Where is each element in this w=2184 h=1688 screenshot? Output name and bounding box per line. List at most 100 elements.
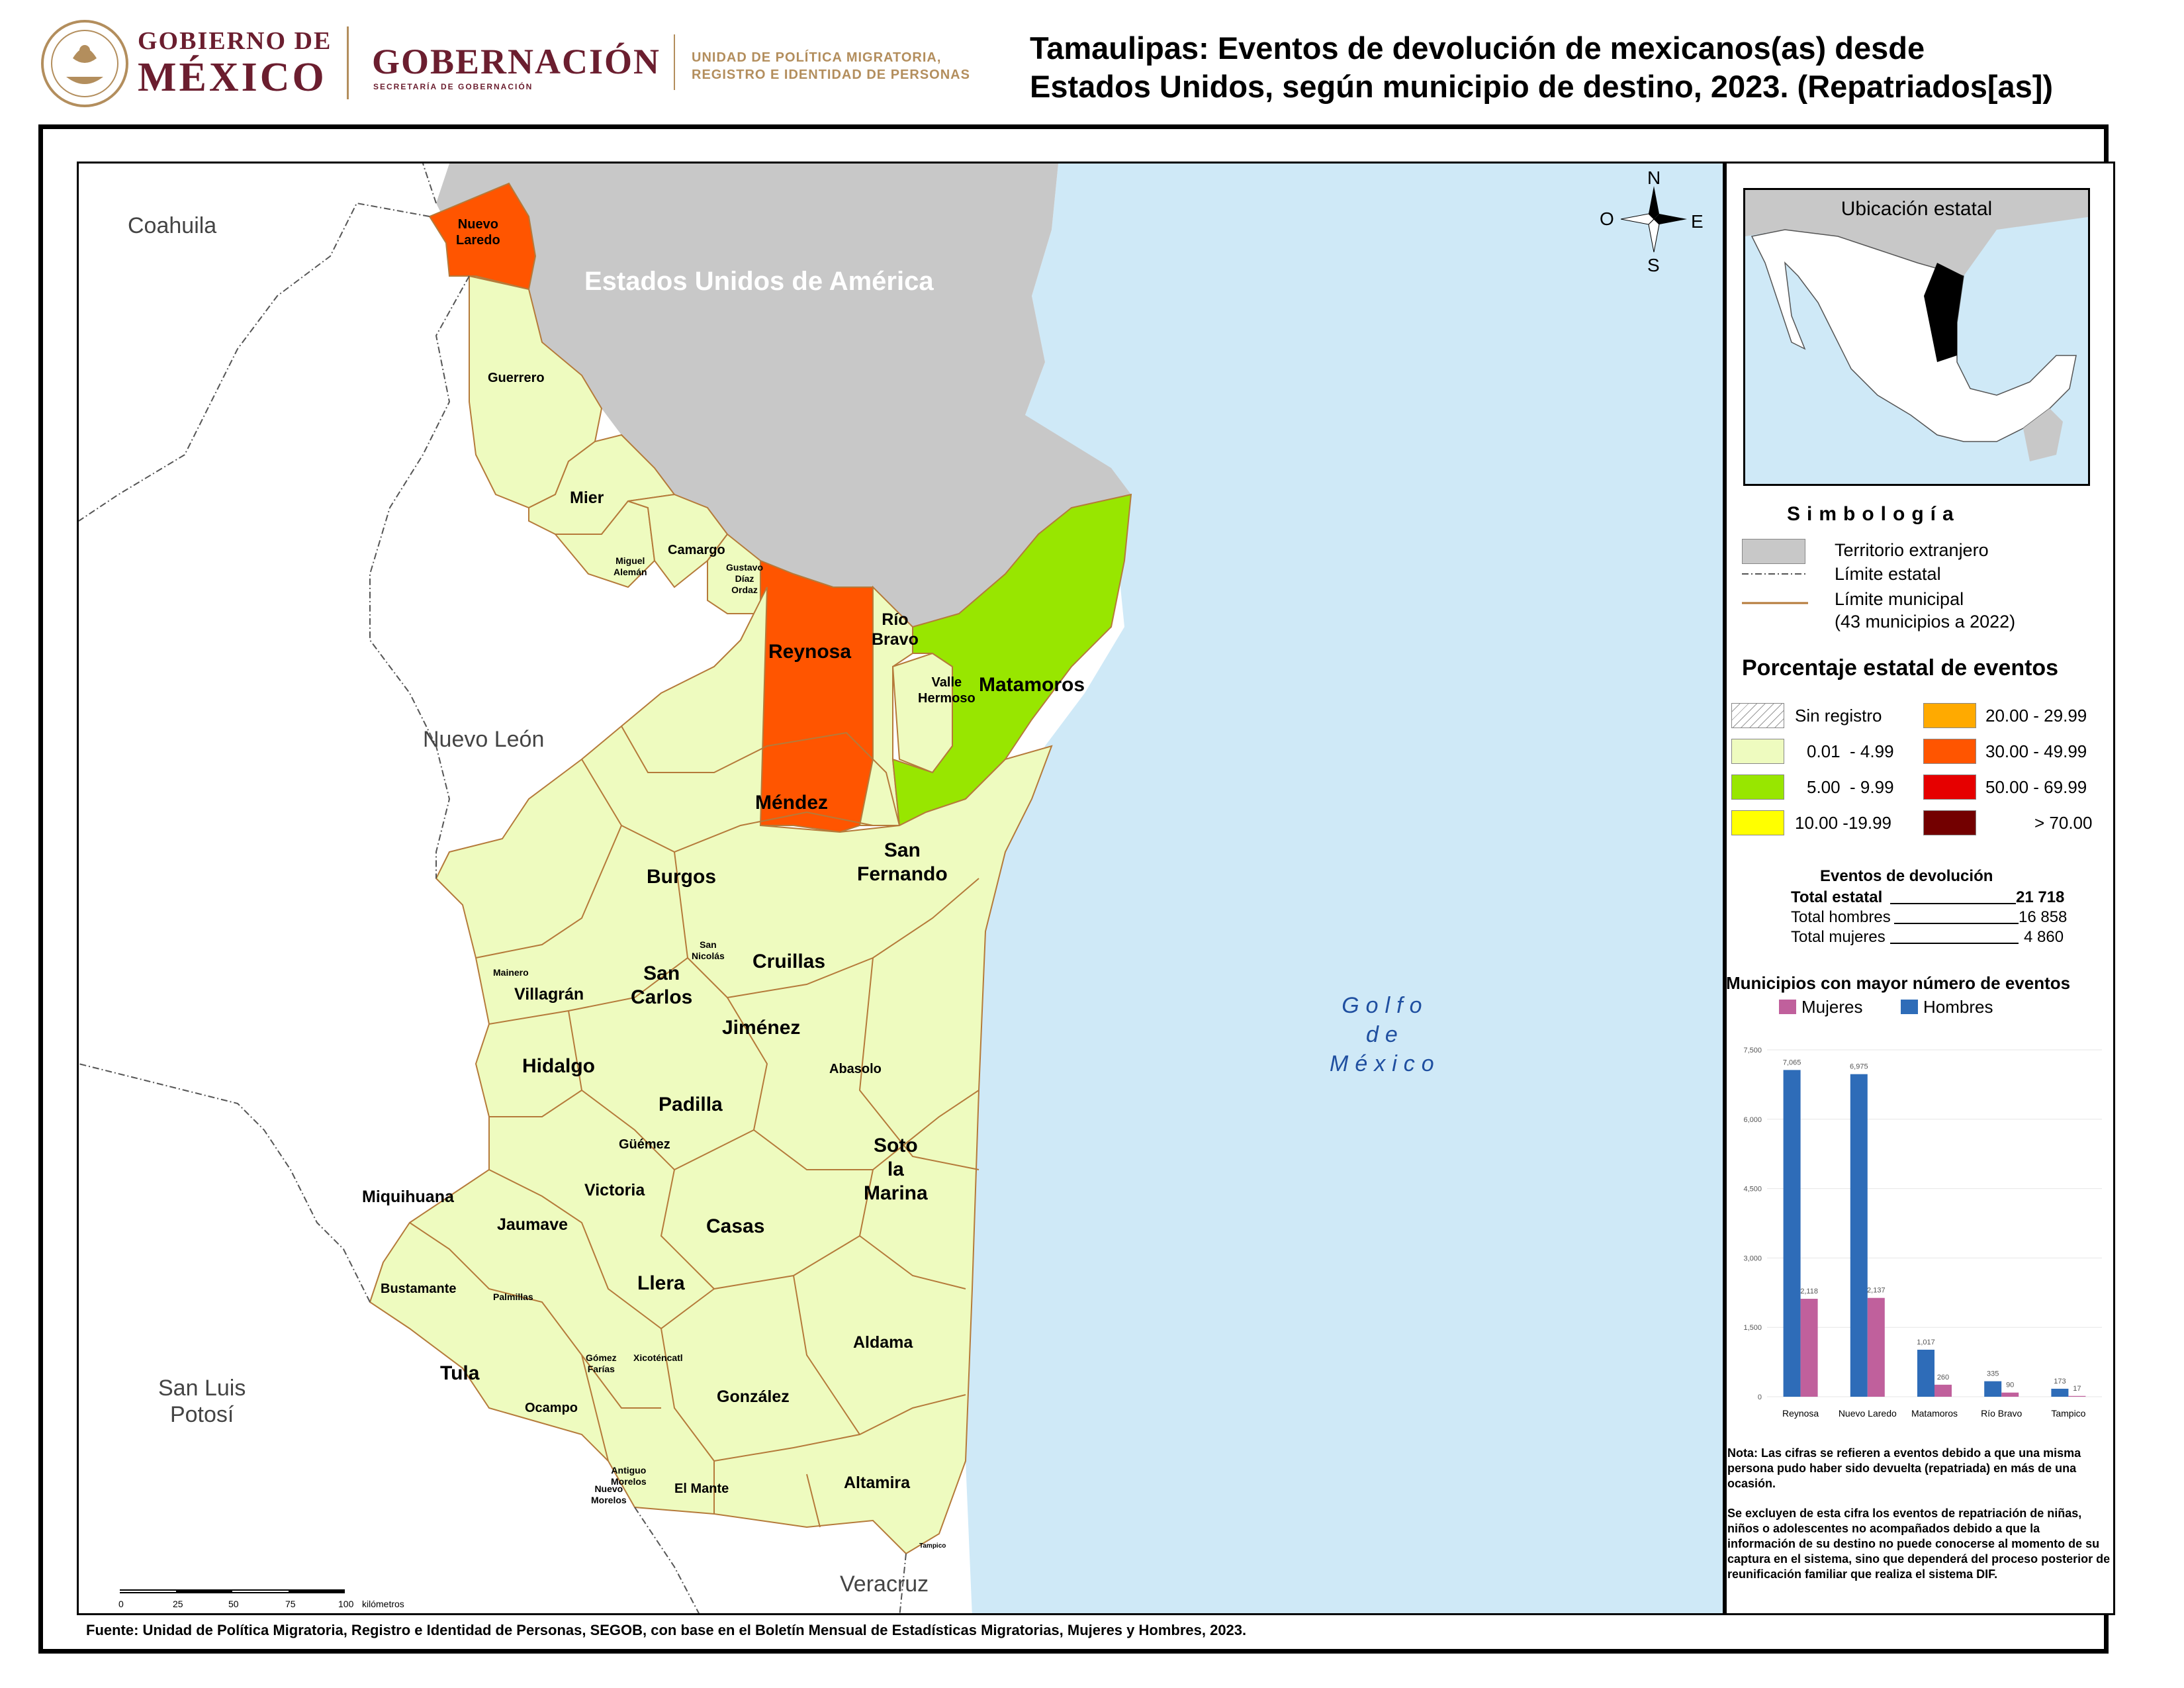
dependency-name: GOBERNACIÓN <box>372 42 661 81</box>
unit-name-line1: UNIDAD DE POLÍTICA MIGRATORIA, <box>692 50 942 65</box>
page-title: Tamaulipas: Eventos de devolución de mex… <box>1030 29 2053 106</box>
golfo-line3: México <box>1330 1051 1441 1076</box>
state-label-coahuila: Coahuila <box>128 213 217 238</box>
label-palmillas: Palmillas <box>493 1291 533 1302</box>
swatch-30-50 <box>1923 739 1976 764</box>
label-30-50: 30.00 - 49.99 <box>1985 741 2087 761</box>
legend-state-line-icon <box>1742 573 1808 575</box>
legend-swatch-hombres <box>1901 1000 1918 1014</box>
y-tick-label: 3,000 <box>1743 1254 1762 1262</box>
logo-mexico-text: MÉXICO <box>138 55 327 100</box>
swatch-sin-registro <box>1731 703 1784 728</box>
label-guerrero: Guerrero <box>488 371 545 385</box>
label-san-nicolas: San Nicolás <box>692 939 725 961</box>
total-mujeres-label: Total mujeres <box>1791 928 1886 946</box>
golfo-line2: de <box>1365 1022 1404 1047</box>
label-llera: Llera <box>637 1272 685 1294</box>
label-xicotencatl: Xicoténcatl <box>633 1352 683 1363</box>
label-70: > 70.00 <box>2034 813 2093 833</box>
label-gonzalez: González <box>717 1387 790 1406</box>
bar-mujeres <box>1934 1384 1952 1397</box>
legend-label-hombres: Hombres <box>1923 997 1993 1017</box>
inset-title: Ubicación estatal <box>1841 198 1993 220</box>
location-inset-map: Ubicación estatal <box>1743 188 2090 486</box>
swatch-5-10 <box>1731 774 1784 800</box>
label-rio-bravo: Río Bravo <box>872 610 919 649</box>
notes: Nota: Las cifras se refieren a eventos d… <box>1727 1446 2111 1582</box>
source-footer: Fuente: Unidad de Política Migratoria, R… <box>86 1622 1247 1638</box>
header-divider <box>674 34 675 90</box>
compass-s: S <box>1647 255 1660 275</box>
inset-guatemala <box>2023 408 2063 461</box>
y-tick-label: 7,500 <box>1743 1047 1762 1055</box>
data-label-mujeres: 90 <box>2006 1382 2014 1389</box>
y-tick-label: 4,500 <box>1743 1186 1762 1194</box>
label-tampico: Tampico <box>919 1542 946 1550</box>
label-5-10: 5.00 - 9.99 <box>1807 777 1894 797</box>
label-50-70: 50.00 - 69.99 <box>1985 777 2087 797</box>
total-hombres-leader <box>1894 923 2019 924</box>
unit-name-line2: REGISTRO E IDENTIDAD DE PERSONAS <box>692 68 970 82</box>
scale-tick-75: 75 <box>285 1599 296 1609</box>
data-label-hombres: 335 <box>1987 1370 1999 1378</box>
chart-title: Municipios con mayor número de eventos <box>1726 973 2071 993</box>
label-san-fernando: San Fernando <box>857 839 948 885</box>
legend-label-mujeres: Mujeres <box>1801 997 1862 1017</box>
bar-chart: Mujeres Hombres 0 1,500 3,000 4,500 6,000 7,500… <box>1743 997 2102 1419</box>
total-mujeres-value: 4 860 <box>2024 928 2064 946</box>
muni-valle-hermoso <box>891 652 953 774</box>
total-estatal-value: 21 718 <box>2016 888 2065 906</box>
scale-tick-50: 50 <box>228 1599 239 1609</box>
swatch-70 <box>1923 810 1976 835</box>
header-divider <box>347 26 349 99</box>
compass-o: O <box>1600 209 1614 229</box>
label-nuevo-laredo: Nuevo Laredo <box>456 217 500 248</box>
title-line1: Tamaulipas: Eventos de devolución de mex… <box>1030 30 1925 66</box>
government-seal-icon <box>41 20 128 107</box>
label-jimenez: Jiménez <box>722 1017 801 1039</box>
inset-usa <box>1745 190 2088 276</box>
bar-hombres <box>1984 1381 2002 1397</box>
label-cruillas: Cruillas <box>752 951 826 972</box>
label-villagran: Villagrán <box>514 985 584 1004</box>
label-camargo: Camargo <box>668 543 725 557</box>
legend-title: Simbología <box>1787 503 1960 525</box>
label-soto-la-marina: Soto la Marina <box>864 1135 928 1204</box>
x-tick-label: Nuevo Laredo <box>1839 1408 1897 1419</box>
unit-name: UNIDAD DE POLÍTICA MIGRATORIA, REGISTRO … <box>692 49 970 83</box>
state-label-san-luis-potosi: San Luis Potosí <box>158 1375 246 1428</box>
bar-mujeres <box>1867 1297 1885 1397</box>
title-line2: Estados Unidos, según municipio de desti… <box>1030 69 2054 104</box>
scale-bar <box>120 1589 345 1593</box>
x-tick-label: Tampico <box>2051 1408 2085 1419</box>
legend-municipios-note: (43 municipios a 2022) <box>1835 612 2016 632</box>
slp-line2: Potosí <box>169 1402 234 1427</box>
country-label-usa: Estados Unidos de América <box>584 267 934 296</box>
eventos-title: Eventos de devolución <box>1820 867 1993 885</box>
label-matamoros: Matamoros <box>979 674 1085 696</box>
total-estatal-label: Total estatal <box>1791 888 1883 906</box>
state-label-veracruz: Veracruz <box>840 1571 929 1597</box>
label-miguel-aleman: Miguel Alemán <box>614 555 647 577</box>
label-10-20: 10.00 -19.99 <box>1795 813 1892 833</box>
usa-territory <box>436 164 1131 627</box>
data-label-mujeres: 2,137 <box>1867 1287 1886 1295</box>
bar-mujeres <box>2001 1392 2019 1397</box>
bar-mujeres <box>2068 1395 2086 1397</box>
label-ocampo: Ocampo <box>525 1401 578 1415</box>
scale-tick-0: 0 <box>118 1599 124 1609</box>
label-miquihuana: Miquihuana <box>362 1188 454 1206</box>
scale-tick-25: 25 <box>173 1599 183 1609</box>
bar-hombres <box>1917 1349 1934 1397</box>
compass-rose-icon <box>1621 186 1687 252</box>
y-tick-label: 1,500 <box>1743 1324 1762 1332</box>
legend-limite-estatal: Límite estatal <box>1835 564 1941 584</box>
total-estatal-leader <box>1890 903 2016 904</box>
compass-n: N <box>1647 167 1661 188</box>
x-tick-label: Reynosa <box>1782 1408 1819 1419</box>
map-svg <box>79 164 1723 1613</box>
label-aldama: Aldama <box>853 1333 913 1352</box>
water-label-golfo: Golfo de México <box>1330 991 1441 1078</box>
label-bustamante: Bustamante <box>381 1282 457 1296</box>
label-mainero: Mainero <box>493 967 529 978</box>
